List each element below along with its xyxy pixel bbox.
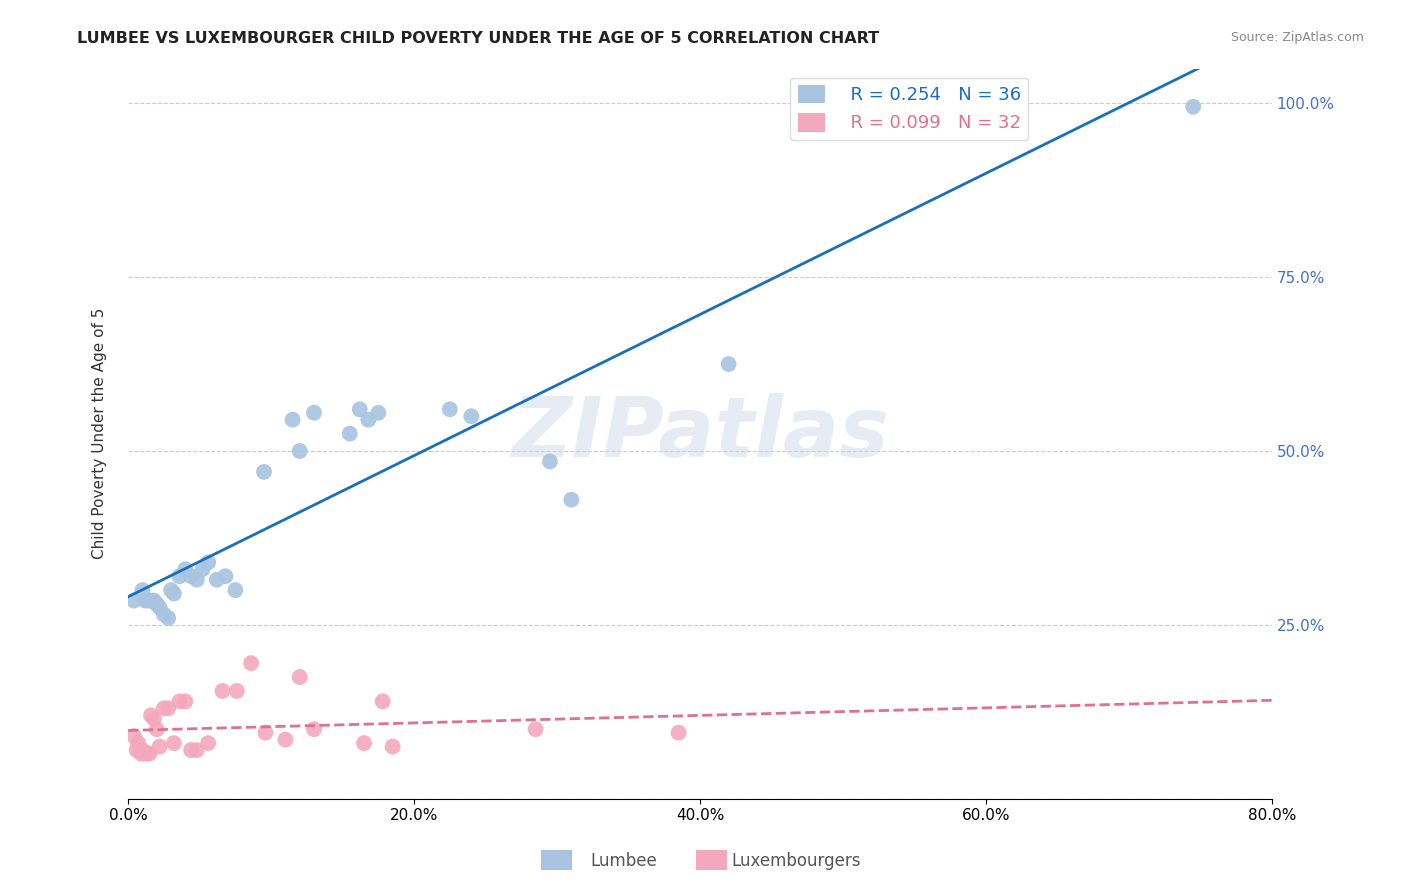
Point <box>211 684 233 698</box>
Point <box>169 569 191 583</box>
Point <box>353 736 375 750</box>
Point <box>214 569 236 583</box>
Point <box>145 597 167 611</box>
Point <box>125 743 148 757</box>
Point <box>138 747 160 761</box>
Point <box>160 583 183 598</box>
Point <box>460 409 482 424</box>
Point <box>149 600 172 615</box>
Point <box>197 555 219 569</box>
Point <box>132 747 155 761</box>
Point <box>122 593 145 607</box>
Point <box>191 562 214 576</box>
Point <box>717 357 740 371</box>
Point <box>136 593 159 607</box>
Point <box>371 694 394 708</box>
Point <box>274 732 297 747</box>
Point <box>122 729 145 743</box>
Point <box>153 607 176 622</box>
Point <box>180 743 202 757</box>
Point <box>240 656 263 670</box>
Text: Lumbee: Lumbee <box>591 852 657 870</box>
Point <box>538 454 561 468</box>
Point <box>254 725 277 739</box>
Point <box>134 593 156 607</box>
Y-axis label: Child Poverty Under the Age of 5: Child Poverty Under the Age of 5 <box>93 308 107 559</box>
Text: LUMBEE VS LUXEMBOURGER CHILD POVERTY UNDER THE AGE OF 5 CORRELATION CHART: LUMBEE VS LUXEMBOURGER CHILD POVERTY UND… <box>77 31 880 46</box>
Point <box>186 743 208 757</box>
Point <box>142 712 165 726</box>
Point <box>180 569 202 583</box>
Point <box>668 725 690 739</box>
Point <box>1182 100 1205 114</box>
Point <box>381 739 404 754</box>
Point <box>174 562 197 576</box>
Point <box>302 723 325 737</box>
Point <box>524 723 547 737</box>
Point <box>560 492 582 507</box>
Point <box>225 684 247 698</box>
Point <box>149 739 172 754</box>
Point <box>253 465 276 479</box>
Point <box>174 694 197 708</box>
Point <box>357 413 380 427</box>
Point <box>145 723 167 737</box>
Point <box>163 736 186 750</box>
Point <box>142 593 165 607</box>
Point <box>205 573 228 587</box>
Point <box>367 406 389 420</box>
Point <box>127 736 149 750</box>
Point <box>131 743 153 757</box>
Point <box>224 583 246 598</box>
Legend:   R = 0.254   N = 36,   R = 0.099   N = 32: R = 0.254 N = 36, R = 0.099 N = 32 <box>790 78 1028 140</box>
Point <box>439 402 461 417</box>
Point <box>281 413 304 427</box>
Text: Luxembourgers: Luxembourgers <box>731 852 860 870</box>
Point <box>131 583 153 598</box>
Point <box>135 747 157 761</box>
Point <box>157 611 180 625</box>
Point <box>157 701 180 715</box>
Point <box>186 573 208 587</box>
Point <box>139 708 162 723</box>
Point <box>163 586 186 600</box>
Point <box>129 747 152 761</box>
Point <box>169 694 191 708</box>
Text: ZIPatlas: ZIPatlas <box>512 393 889 475</box>
Point <box>288 670 311 684</box>
Point <box>943 110 966 124</box>
Point <box>197 736 219 750</box>
Point <box>339 426 361 441</box>
Point <box>349 402 371 417</box>
Point <box>139 593 162 607</box>
Point <box>302 406 325 420</box>
Text: Source: ZipAtlas.com: Source: ZipAtlas.com <box>1230 31 1364 45</box>
Point <box>288 444 311 458</box>
Point <box>153 701 176 715</box>
